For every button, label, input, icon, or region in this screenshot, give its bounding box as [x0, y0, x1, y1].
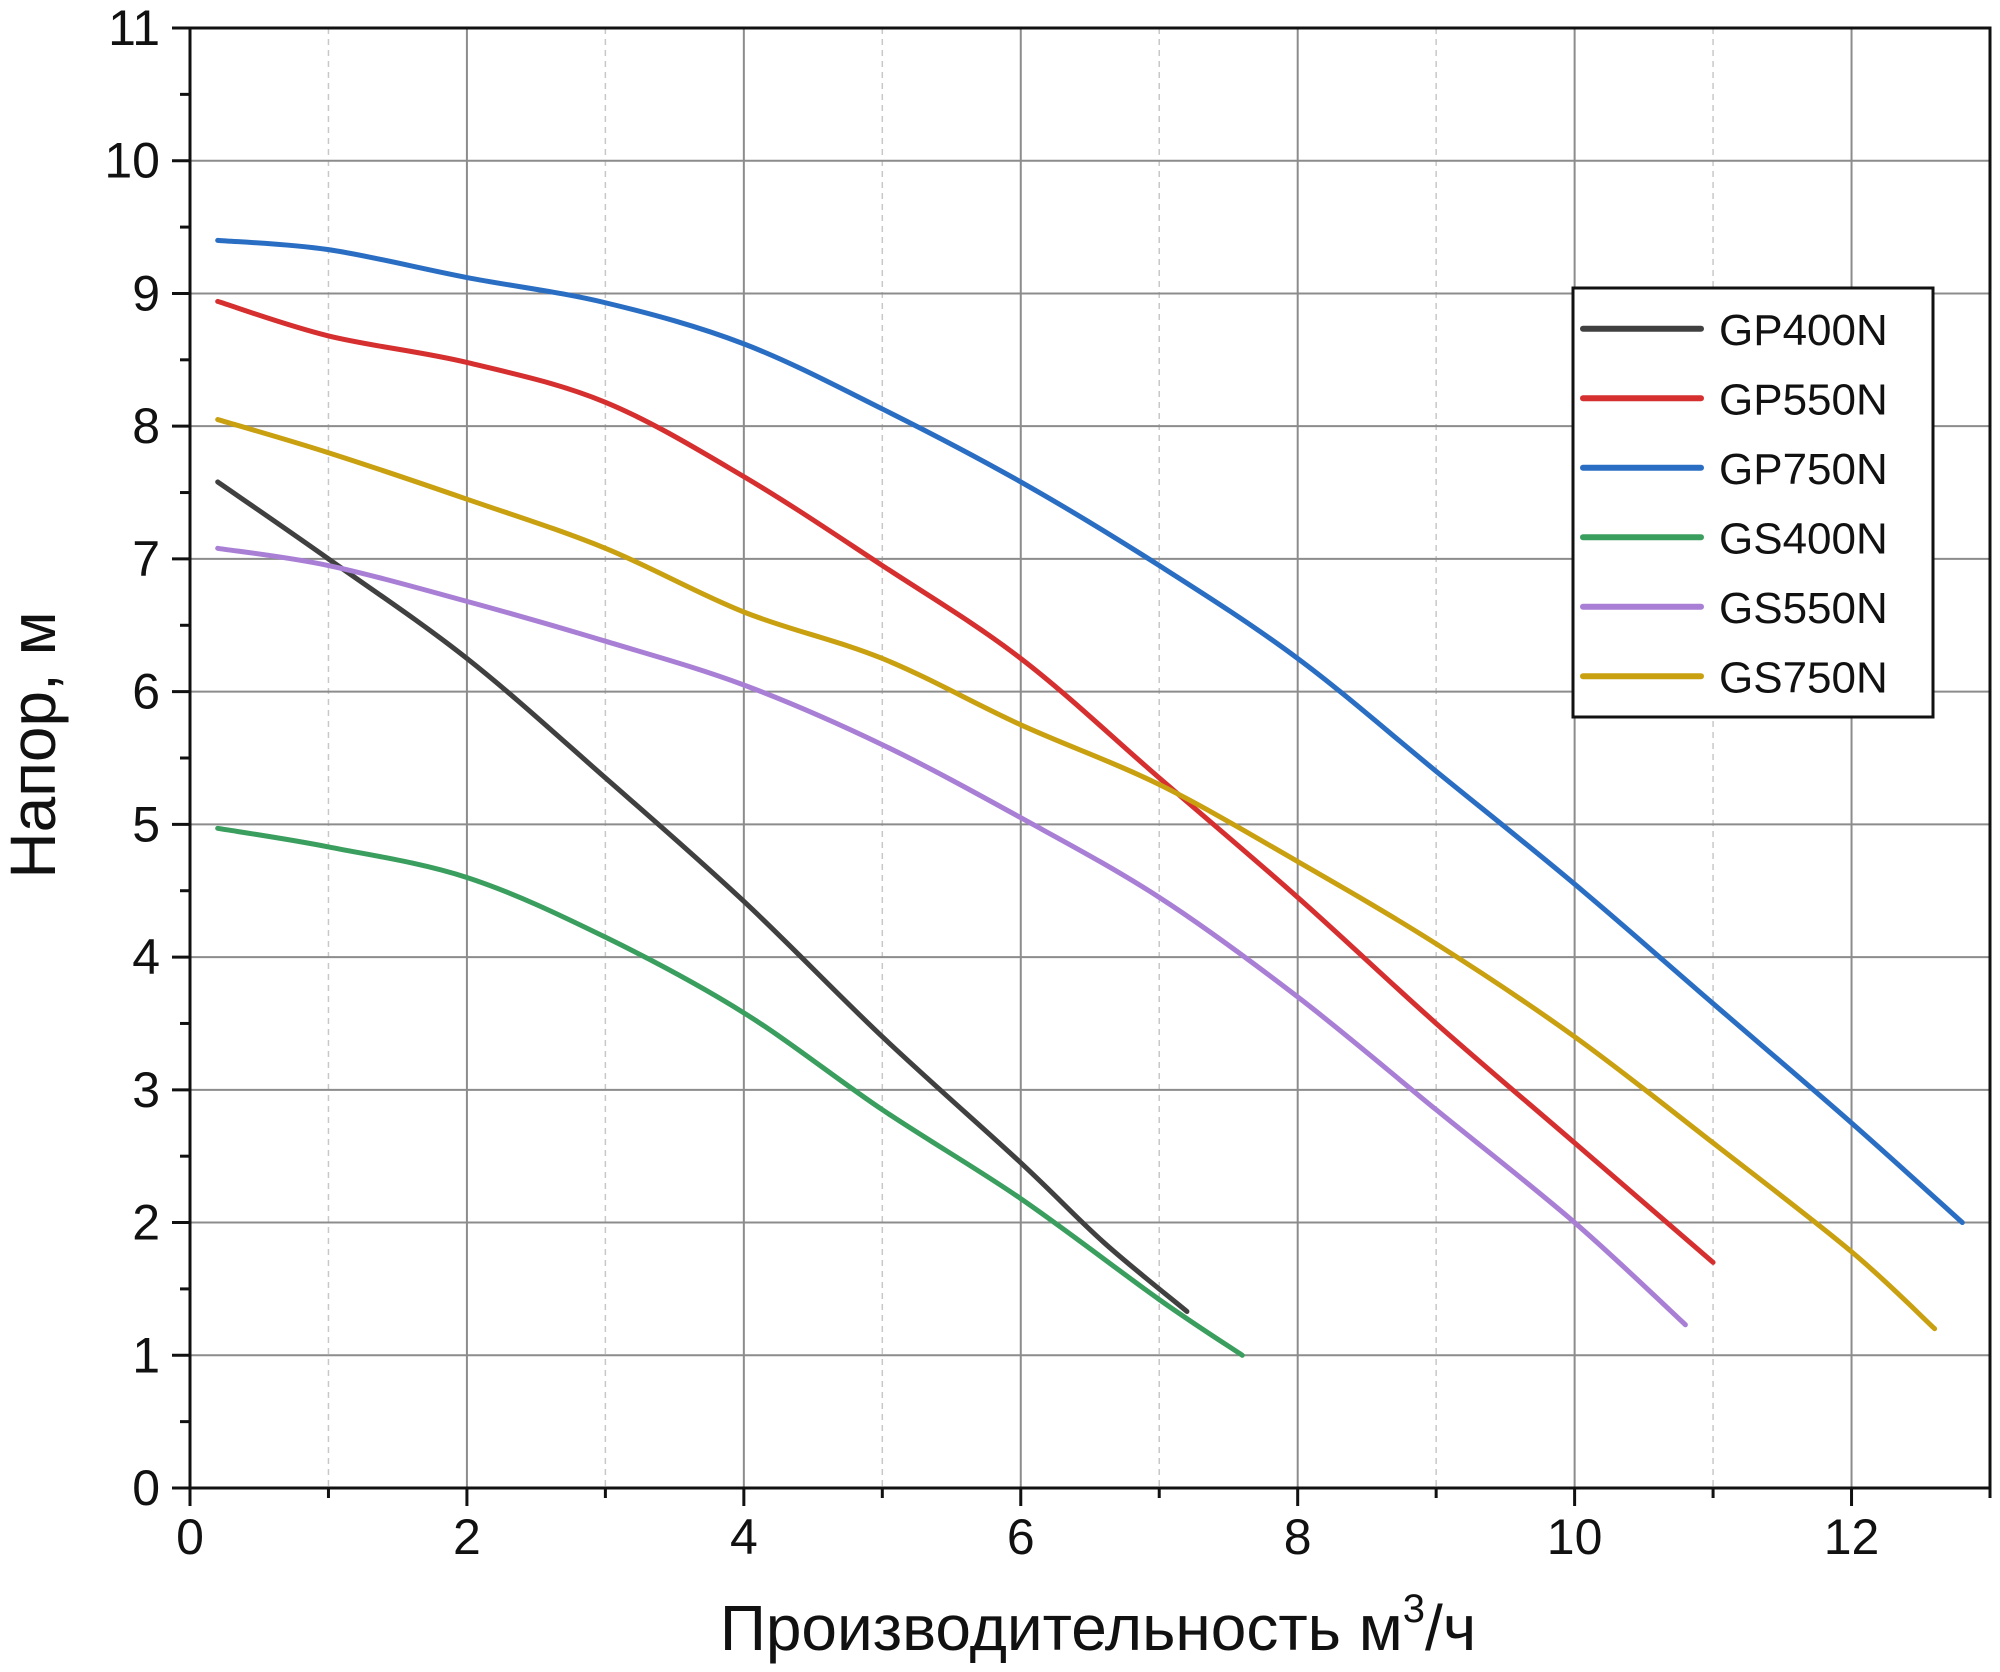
y-tick-label: 1 [132, 1327, 160, 1383]
y-tick-label: 2 [132, 1195, 160, 1251]
y-tick-label: 0 [132, 1460, 160, 1516]
series-line-gs750n [215, 417, 1938, 1332]
axes-layer [172, 26, 1992, 1506]
series-line-gp750n [215, 237, 1965, 1226]
x-axis-title: Производительность м3/ч [720, 1587, 1476, 1664]
legend-label-gp550n: GP550N [1719, 375, 1888, 424]
series-line-gp550n [215, 298, 1716, 1265]
series-line-gs400n [215, 825, 1245, 1358]
y-tick-label: 7 [132, 531, 160, 587]
y-tick-label: 5 [132, 796, 160, 852]
x-tick-label: 8 [1284, 1509, 1312, 1565]
legend-label-gp750n: GP750N [1719, 445, 1888, 494]
series-line-gs550n [215, 545, 1688, 1328]
y-axis-title: Напор, м [0, 611, 69, 878]
y-tick-label: 8 [132, 398, 160, 454]
series-line-gp400n [215, 479, 1190, 1314]
legend-label-gs400n: GS400N [1719, 514, 1888, 563]
x-axis-title-text: Производительность м [720, 1592, 1403, 1664]
legend-label-gs550n: GS550N [1719, 584, 1888, 633]
y-tick-label: 4 [132, 929, 160, 985]
x-axis-title-superscript: 3 [1403, 1587, 1425, 1631]
y-tick-label: 10 [104, 133, 160, 189]
x-tick-label: 0 [176, 1509, 204, 1565]
x-axis-title-suffix: /ч [1425, 1592, 1476, 1664]
x-tick-label: 6 [1007, 1509, 1035, 1565]
x-tick-label: 12 [1824, 1509, 1880, 1565]
x-tick-label: 10 [1547, 1509, 1603, 1565]
y-tick-label: 3 [132, 1062, 160, 1118]
major-grid [190, 28, 1990, 1488]
minor-grid [327, 28, 1714, 1488]
y-tick-label: 9 [132, 265, 160, 321]
series-layer [215, 237, 1965, 1358]
x-tick-label: 4 [730, 1509, 758, 1565]
y-tick-label: 11 [108, 0, 160, 56]
y-tick-label: 6 [132, 664, 160, 720]
legend-label-gp400n: GP400N [1719, 306, 1888, 355]
legend: GP400N GP550N GP750N GS400N GS550N GS750N [1571, 286, 1935, 719]
legend-box [1571, 286, 1935, 719]
legend-label-gs750n: GS750N [1719, 653, 1888, 702]
x-tick-label: 2 [453, 1509, 481, 1565]
